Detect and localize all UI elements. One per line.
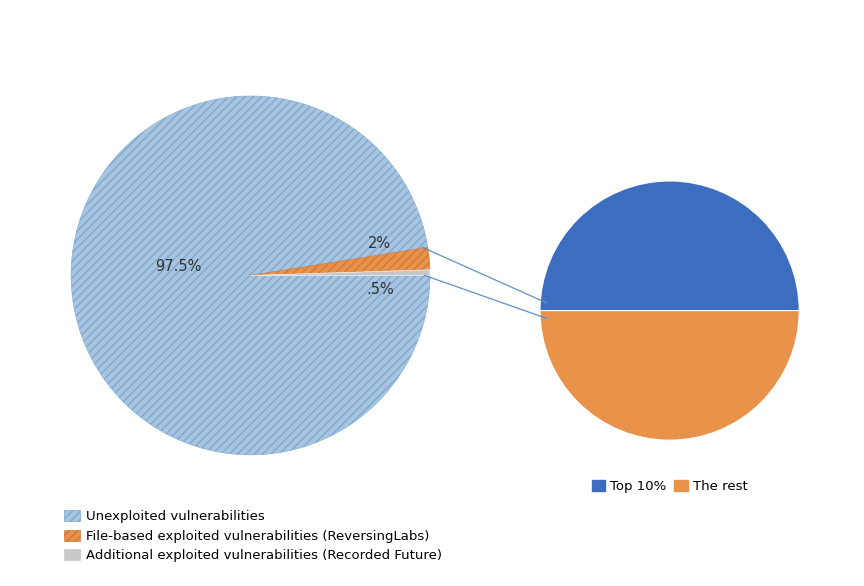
Text: 97.5%: 97.5% bbox=[156, 259, 202, 274]
Wedge shape bbox=[540, 311, 799, 440]
Text: 2%: 2% bbox=[368, 236, 391, 251]
Wedge shape bbox=[540, 181, 799, 311]
Wedge shape bbox=[251, 270, 430, 275]
Wedge shape bbox=[251, 247, 430, 275]
Legend: Top 10%, The rest: Top 10%, The rest bbox=[587, 474, 753, 498]
Legend: Unexploited vulnerabilities, File-based exploited vulnerabilities (ReversingLabs: Unexploited vulnerabilities, File-based … bbox=[59, 505, 448, 568]
Wedge shape bbox=[71, 96, 430, 455]
Text: .5%: .5% bbox=[365, 282, 394, 297]
